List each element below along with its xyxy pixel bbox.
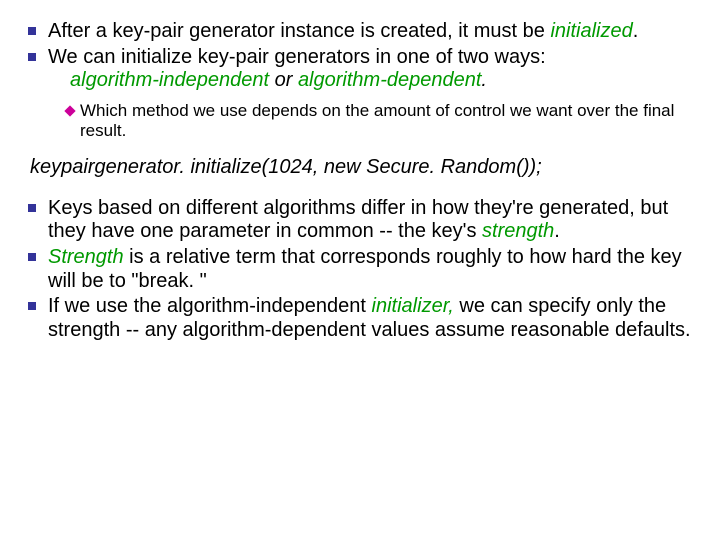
sub-bullet-block: Which method we use depends on the amoun…	[26, 101, 694, 141]
text-fragment: We can initialize key-pair generators in…	[48, 46, 546, 68]
text-fragment: .	[554, 220, 560, 242]
emphasis-green: strength	[482, 220, 554, 242]
text-fragment: or	[269, 69, 298, 91]
emphasis-green: initialized	[550, 20, 632, 42]
text-fragment: If we use the algorithm-independent	[48, 295, 372, 317]
text-fragment: After a key-pair generator instance is c…	[48, 20, 550, 42]
list-item: Strength is a relative term that corresp…	[26, 246, 694, 293]
emphasis-green: algorithm-dependent	[298, 69, 481, 91]
list-item: We can initialize key-pair generators in…	[26, 46, 694, 93]
list-item: Keys based on different algorithms diffe…	[26, 197, 694, 244]
bullet-block-1: After a key-pair generator instance is c…	[26, 20, 694, 93]
text-fragment: Which method we use depends on the amoun…	[80, 101, 674, 140]
text-fragment: .	[481, 69, 487, 91]
code-line: keypairgenerator. initialize(1024, new S…	[30, 155, 694, 179]
list-item: After a key-pair generator instance is c…	[26, 20, 694, 44]
emphasis-green: initializer,	[372, 295, 454, 317]
list-item: Which method we use depends on the amoun…	[66, 101, 694, 141]
text-fragment: Keys based on different algorithms diffe…	[48, 197, 668, 243]
emphasis-green: Strength	[48, 246, 124, 268]
bullet-block-2: Keys based on different algorithms diffe…	[26, 197, 694, 343]
text-fragment: is a relative term that corresponds roug…	[48, 246, 682, 292]
emphasis-green: algorithm-independent	[70, 69, 269, 91]
list-item: If we use the algorithm-independent init…	[26, 295, 694, 342]
text-fragment: .	[633, 20, 639, 42]
